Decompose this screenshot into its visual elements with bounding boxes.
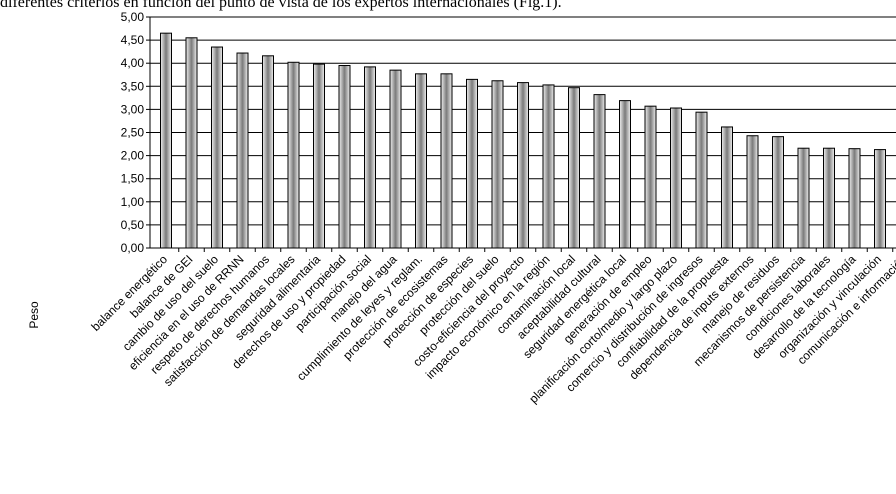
bar	[338, 65, 351, 249]
y-axis-label: Peso	[27, 301, 41, 329]
bar	[619, 100, 631, 249]
bar	[364, 66, 376, 249]
bar	[389, 69, 402, 249]
bar	[491, 80, 504, 249]
y-tick-label: 4,00	[121, 56, 145, 70]
bar	[568, 87, 580, 249]
bar	[772, 136, 784, 249]
bar	[746, 135, 759, 249]
y-tick-label: 2,50	[121, 126, 145, 140]
bar	[287, 61, 300, 249]
bar	[236, 52, 249, 249]
bar	[695, 111, 708, 249]
figure-caption: diferentes criterios en función del punt…	[0, 0, 562, 11]
bar	[415, 73, 427, 249]
bar	[313, 63, 325, 249]
bar	[593, 94, 606, 249]
y-tick-label: 0,00	[121, 241, 145, 255]
bar	[185, 37, 198, 249]
bar	[211, 46, 223, 249]
bar	[848, 148, 861, 249]
bar	[440, 73, 453, 249]
y-tick-label: 1,00	[121, 195, 145, 209]
bar	[644, 105, 657, 249]
bar	[797, 147, 810, 249]
y-tick-label: 5,00	[121, 10, 145, 24]
y-tick-label: 0,50	[121, 218, 145, 232]
y-tick-label: 3,00	[121, 102, 145, 116]
bar	[874, 149, 886, 249]
y-tick-label: 1,50	[121, 172, 145, 186]
bar	[517, 82, 529, 249]
bar	[262, 55, 274, 249]
bar	[721, 126, 733, 249]
bar	[160, 32, 172, 249]
y-tick-label: 2,00	[121, 149, 145, 163]
y-tick-label: 3,50	[121, 79, 145, 93]
bar	[823, 147, 835, 249]
bar	[542, 84, 555, 249]
bar	[466, 78, 478, 249]
bar	[670, 107, 682, 249]
y-tick-label: 4,50	[121, 33, 145, 47]
